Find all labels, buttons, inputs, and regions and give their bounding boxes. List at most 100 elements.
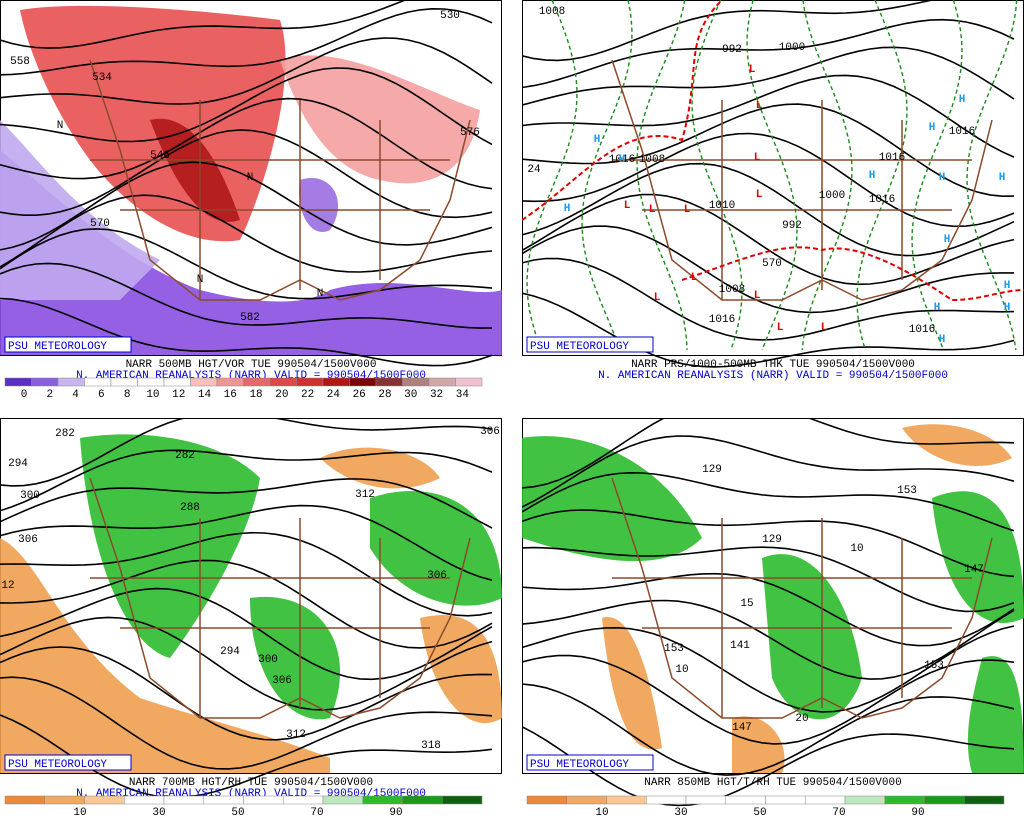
colorbar-segment — [606, 795, 647, 805]
map-panel: 282 282 294 300 306 288 312 306 294 300 306 312 318 3… — [0, 418, 502, 819]
thickness-line — [966, 0, 1018, 351]
pressure-center: H — [999, 172, 1006, 184]
thickness-line — [691, 0, 743, 351]
contour-label: 306 — [480, 426, 500, 438]
colorbar-label: 10 — [73, 807, 86, 819]
colorbar-label: 8 — [124, 389, 131, 401]
colorbar-label: 70 — [310, 807, 323, 819]
shaded-area — [762, 554, 862, 720]
colorbar-label: 14 — [198, 389, 212, 401]
colorbar-segment — [442, 795, 483, 805]
shaded-area — [0, 150, 502, 355]
colorbar-segment — [924, 795, 965, 805]
shaded-area — [967, 656, 1024, 773]
colorbar-label: 10 — [146, 389, 159, 401]
contour-label: 1008 — [719, 284, 745, 296]
colorbar-label: 50 — [231, 807, 244, 819]
pressure-center: L — [691, 272, 698, 284]
contour-line — [522, 471, 1015, 532]
contour-label: N — [57, 120, 64, 132]
contour-line — [522, 599, 1015, 680]
credit-label: PSU METEOROLOGY — [8, 341, 107, 353]
shaded-area — [150, 118, 240, 222]
credit-label: PSU METEOROLOGY — [530, 341, 629, 353]
colorbar-segment — [362, 795, 403, 805]
contour-label: 1008 — [539, 6, 565, 18]
contour-label: 306 — [272, 675, 292, 687]
colorbar-segment — [725, 795, 766, 805]
shaded-area — [932, 491, 1024, 623]
colorbar-segment — [805, 795, 846, 805]
colorbar-label: 26 — [353, 389, 366, 401]
contour-line — [0, 0, 408, 49]
colorbar-segment — [124, 795, 165, 805]
contour-line — [522, 46, 1015, 106]
contour-label: 1016 — [879, 152, 905, 164]
pressure-center: H — [929, 122, 936, 134]
contour-label: 306 — [18, 534, 38, 546]
pressure-center: L — [649, 204, 656, 216]
contour-line — [0, 418, 493, 487]
map-subtitle: N. AMERICAN REANALYSIS (NARR) VALID = 99… — [598, 370, 948, 382]
contour-line — [522, 546, 1015, 613]
credit-label: PSU METEOROLOGY — [530, 759, 629, 771]
contour-line — [522, 292, 1015, 368]
colorbar-segment — [283, 795, 324, 805]
contour-label: 1008 — [639, 154, 665, 166]
map-title: NARR 700MB HGT/RH TUE 990504/1500V000 — [129, 777, 373, 789]
colorbar-segment — [455, 377, 483, 387]
pressure-center: L — [754, 152, 761, 164]
front-line — [522, 0, 1024, 302]
shaded-area — [280, 55, 480, 184]
thickness-line — [746, 0, 798, 351]
contour-line — [0, 676, 493, 770]
thickness-line — [856, 0, 908, 351]
pressure-center: L — [756, 189, 763, 201]
contour-line — [522, 683, 1015, 776]
contour-line — [522, 418, 1015, 489]
pressure-center: H — [1004, 280, 1011, 292]
contour-label: 10 — [675, 664, 688, 676]
contour-label: 530 — [440, 10, 460, 22]
contour-line — [522, 0, 937, 62]
contour-label: 147 — [964, 564, 984, 576]
colorbar-segment — [84, 795, 125, 805]
shaded-area — [602, 617, 662, 750]
contour-line — [0, 449, 493, 512]
pressure-center: H — [869, 170, 876, 182]
colorbar-label: 16 — [224, 389, 237, 401]
contour-label: 1000 — [779, 42, 805, 54]
contour-line — [0, 7, 493, 76]
pressure-center: L — [754, 290, 761, 302]
contour-line — [0, 161, 493, 251]
contour-label: N — [317, 288, 324, 300]
contour-label: 1016 — [609, 154, 635, 166]
contour-label: 20 — [795, 713, 808, 725]
colorbar-segment — [57, 377, 85, 387]
colorbar-segment — [844, 795, 885, 805]
contour-line — [0, 37, 493, 105]
contour-label: 24 — [527, 164, 541, 176]
colorbar-label: 6 — [98, 389, 105, 401]
shaded-area — [902, 424, 1012, 467]
credit-box — [526, 754, 654, 771]
colorbar-segment — [44, 795, 85, 805]
colorbar-label: 12 — [172, 389, 185, 401]
colorbar-segment — [137, 377, 165, 387]
contour-label: 318 — [421, 740, 441, 752]
colorbar-label: 10 — [595, 807, 608, 819]
contour-label: 582 — [240, 312, 260, 324]
pressure-center: H — [959, 94, 966, 106]
shaded-area — [299, 178, 339, 232]
colorbar-segment — [243, 377, 271, 387]
contour-label: 288 — [180, 502, 200, 514]
contour-label: 141 — [730, 640, 750, 652]
colorbar-segment — [203, 795, 244, 805]
contour-label: 570 — [90, 218, 110, 230]
contour-label: 15 — [740, 598, 753, 610]
contour-line — [522, 132, 1015, 228]
colorbar-label: 22 — [301, 389, 314, 401]
contour-label: 129 — [702, 464, 722, 476]
shaded-area — [732, 716, 785, 773]
